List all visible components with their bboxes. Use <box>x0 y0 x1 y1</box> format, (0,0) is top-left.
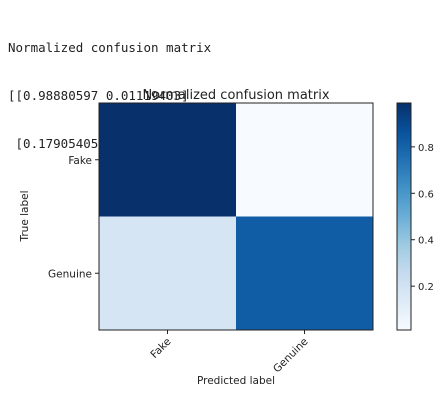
x-tick-label: Fake <box>148 336 173 361</box>
y-tick-label: Genuine <box>48 268 92 280</box>
colorbar-tick-label: 0.8 <box>418 143 434 154</box>
colorbar-ticks: 0.2 0.4 0.6 0.8 <box>411 143 434 293</box>
y-axis-ticks: Fake Genuine <box>48 155 99 280</box>
y-tick-label: Fake <box>68 155 92 167</box>
colorbar-tick-label: 0.6 <box>418 189 434 200</box>
x-axis-ticks: Fake Genuine <box>148 330 311 376</box>
heatmap-cell <box>236 216 373 330</box>
console-matrix-row-1: [[0.98880597 0.01119403] <box>8 88 189 103</box>
heatmap-cells <box>99 103 373 330</box>
heatmap-cell <box>236 103 373 217</box>
console-heading: Normalized confusion matrix <box>8 40 212 55</box>
colorbar <box>396 102 412 331</box>
x-tick-label: Genuine <box>271 336 311 376</box>
colorbar-tick-label: 0.4 <box>418 236 434 247</box>
heatmap-cell <box>99 103 236 217</box>
y-axis-label: True label <box>19 190 31 242</box>
colorbar-tick-label: 0.2 <box>418 282 434 293</box>
heatmap-cell <box>99 216 236 330</box>
x-axis-label: Predicted label <box>197 375 275 387</box>
plot-frame <box>98 102 374 331</box>
chart-title: Normalized confusion matrix <box>142 88 329 103</box>
